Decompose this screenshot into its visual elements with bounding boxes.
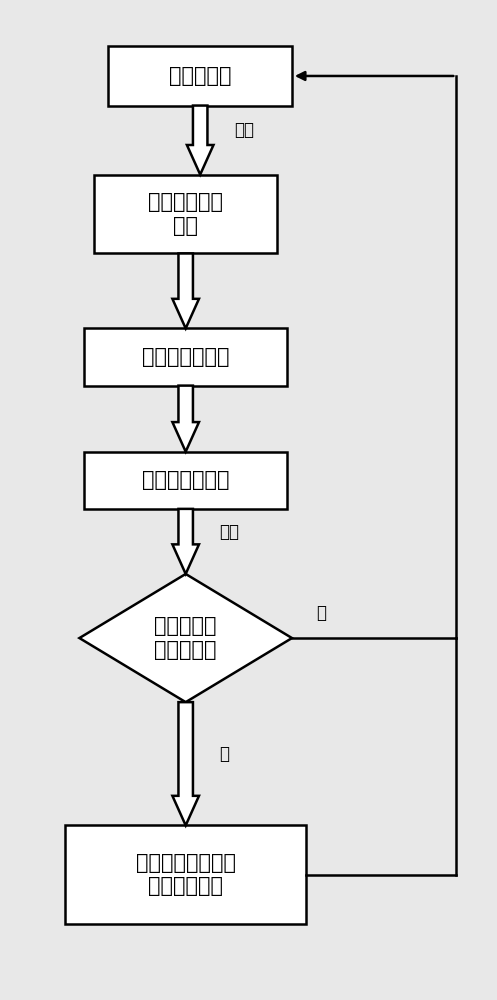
Polygon shape bbox=[187, 106, 214, 175]
Polygon shape bbox=[172, 386, 199, 452]
Text: 否: 否 bbox=[316, 604, 326, 622]
FancyBboxPatch shape bbox=[84, 328, 287, 386]
Polygon shape bbox=[172, 509, 199, 574]
Text: 处理: 处理 bbox=[220, 523, 240, 541]
Text: 是: 是 bbox=[220, 745, 230, 763]
FancyBboxPatch shape bbox=[94, 175, 277, 253]
Text: 声发射处理模块: 声发射处理模块 bbox=[142, 470, 230, 490]
Polygon shape bbox=[80, 574, 292, 702]
Text: 提高电阻率采集模
块的采集频率: 提高电阻率采集模 块的采集频率 bbox=[136, 853, 236, 896]
Text: 声发射信号: 声发射信号 bbox=[169, 66, 232, 86]
Text: 声发射信号
突然变大？: 声发射信号 突然变大？ bbox=[155, 616, 217, 660]
FancyBboxPatch shape bbox=[84, 452, 287, 509]
Polygon shape bbox=[172, 702, 199, 825]
Polygon shape bbox=[172, 253, 199, 328]
Text: 声电集成测试
探头: 声电集成测试 探头 bbox=[148, 192, 223, 236]
FancyBboxPatch shape bbox=[108, 46, 292, 106]
Text: 声发射采集模块: 声发射采集模块 bbox=[142, 347, 230, 367]
Text: 采集: 采集 bbox=[234, 121, 254, 139]
FancyBboxPatch shape bbox=[65, 825, 307, 924]
